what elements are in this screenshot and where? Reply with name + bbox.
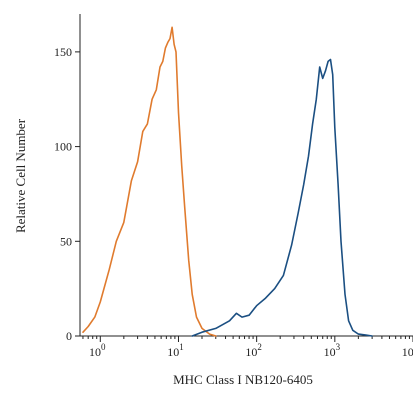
x-tick-label: 102 bbox=[245, 342, 262, 359]
series-line-1 bbox=[82, 26, 217, 337]
x-tick-label: 103 bbox=[324, 342, 341, 359]
x-tick-base: 10 bbox=[89, 345, 101, 359]
x-tick-base: 10 bbox=[402, 345, 413, 359]
x-tick-label: 104 bbox=[402, 342, 413, 359]
plot-frame bbox=[79, 14, 413, 337]
y-tick-label: 0 bbox=[66, 329, 72, 343]
x-tick-exponent: 0 bbox=[101, 342, 106, 352]
x-tick-label: 101 bbox=[167, 342, 184, 359]
x-axis-title: MHC Class I NB120-6405 bbox=[173, 372, 313, 387]
x-tick-exponent: 2 bbox=[257, 342, 262, 352]
x-tick-exponent: 3 bbox=[336, 342, 341, 352]
y-ticks: 0 50 100 150 bbox=[54, 45, 80, 343]
x-tick-exponent: 1 bbox=[179, 342, 184, 352]
x-tick-base: 10 bbox=[167, 345, 179, 359]
y-tick-label: 50 bbox=[60, 234, 72, 248]
series-line-2 bbox=[191, 58, 373, 337]
x-ticks: 100101102103104 bbox=[82, 336, 413, 359]
series-layer bbox=[82, 26, 373, 337]
y-tick-label: 150 bbox=[54, 45, 72, 59]
y-tick-label: 100 bbox=[54, 140, 72, 154]
x-tick-base: 10 bbox=[324, 345, 336, 359]
x-tick-base: 10 bbox=[245, 345, 257, 359]
y-axis-title: Relative Cell Number bbox=[13, 118, 28, 233]
x-tick-label: 100 bbox=[89, 342, 106, 359]
